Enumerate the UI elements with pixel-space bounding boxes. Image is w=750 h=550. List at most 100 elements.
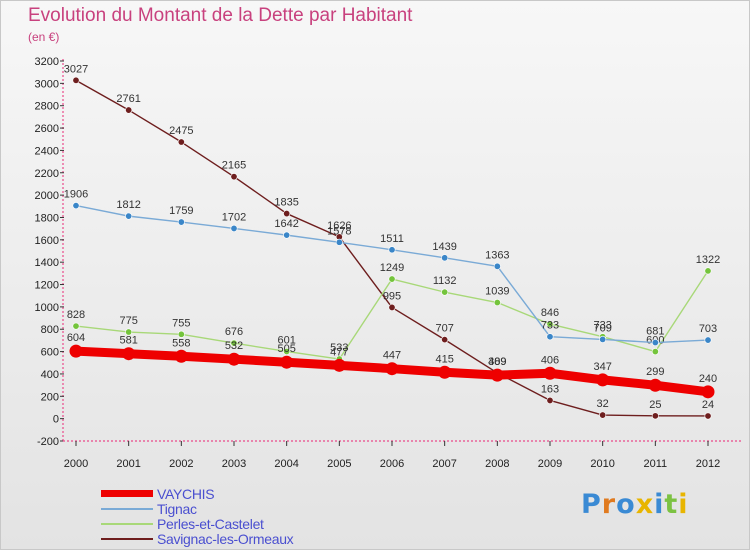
data-point xyxy=(177,330,185,338)
data-point xyxy=(596,373,610,387)
data-point xyxy=(441,254,449,262)
data-point xyxy=(332,358,346,372)
legend-label: Tignac xyxy=(157,500,197,517)
data-label: 676 xyxy=(225,326,243,338)
series-line xyxy=(75,204,709,344)
y-tick-label: 800 xyxy=(41,324,59,336)
data-point xyxy=(490,368,504,382)
data-point xyxy=(227,352,241,366)
legend-swatch xyxy=(101,522,153,525)
data-label: 299 xyxy=(646,366,664,378)
data-label: 775 xyxy=(119,315,137,327)
y-tick-label: 400 xyxy=(41,369,59,381)
y-tick-label: 0 xyxy=(53,414,59,426)
data-label: 406 xyxy=(541,354,559,366)
data-point xyxy=(283,210,291,218)
data-label: 3027 xyxy=(64,63,88,75)
data-label: 1363 xyxy=(485,249,509,261)
data-point xyxy=(651,348,659,356)
legend: VAYCHIS Tignac Perles-et-Castelet Savignac-… xyxy=(101,485,294,547)
data-label: 1132 xyxy=(433,275,457,287)
data-label: 1835 xyxy=(274,197,298,209)
data-point xyxy=(546,320,554,328)
data-label: 1249 xyxy=(380,262,404,274)
data-label: 477 xyxy=(330,346,348,358)
data-point xyxy=(441,336,449,344)
legend-item: VAYCHIS xyxy=(101,485,293,502)
data-point xyxy=(177,138,185,146)
data-label: 558 xyxy=(172,337,190,349)
data-point xyxy=(177,218,185,226)
data-point xyxy=(283,347,291,355)
data-point xyxy=(651,412,659,420)
legend-swatch xyxy=(101,537,153,540)
y-tick-label: 3000 xyxy=(35,78,59,90)
x-tick-label: 2008 xyxy=(485,458,509,470)
data-label: 1322 xyxy=(696,254,720,266)
data-label: 581 xyxy=(119,335,137,347)
data-point xyxy=(230,173,238,181)
data-label: 505 xyxy=(277,343,295,355)
legend-label: Perles-et-Castelet xyxy=(157,515,264,532)
data-label: 601 xyxy=(277,334,295,346)
data-point xyxy=(651,339,659,347)
x-tick-label: 2005 xyxy=(327,458,351,470)
data-point xyxy=(280,355,294,369)
data-point xyxy=(69,344,83,358)
legend-label: VAYCHIS xyxy=(157,485,215,502)
data-point xyxy=(543,366,557,380)
y-tick-label: 200 xyxy=(41,391,59,403)
y-tick-label: 2400 xyxy=(35,145,59,157)
legend-label: Savignac-les-Ormeaux xyxy=(157,530,294,547)
x-tick-label: 2012 xyxy=(696,458,720,470)
series-line xyxy=(75,270,709,360)
data-point xyxy=(388,303,396,311)
legend-swatch xyxy=(101,490,153,497)
data-label: 532 xyxy=(225,340,243,352)
data-label: 25 xyxy=(649,399,661,411)
proxiti-logo: Proxiti xyxy=(581,489,689,520)
data-label: 755 xyxy=(172,317,190,329)
x-tick-label: 2010 xyxy=(590,458,614,470)
x-tick-label: 2006 xyxy=(380,458,404,470)
data-point xyxy=(704,267,712,275)
data-label: 240 xyxy=(699,373,717,385)
data-point xyxy=(125,212,133,220)
legend-item: Perles-et-Castelet xyxy=(101,515,293,532)
data-label: 733 xyxy=(541,320,559,332)
data-label: 703 xyxy=(699,323,717,335)
data-point xyxy=(230,224,238,232)
data-label: 1578 xyxy=(327,225,351,237)
data-label: 707 xyxy=(435,323,453,335)
data-label: 1039 xyxy=(485,286,509,298)
y-tick-label: 2800 xyxy=(35,101,59,113)
y-tick-label: 1000 xyxy=(35,302,59,314)
data-point xyxy=(648,378,662,392)
data-point xyxy=(385,362,399,376)
y-tick-label: 1400 xyxy=(35,257,59,269)
y-tick-label: 2000 xyxy=(35,190,59,202)
x-tick-label: 2007 xyxy=(432,458,456,470)
data-point xyxy=(388,246,396,254)
data-label: 24 xyxy=(702,399,714,411)
data-point xyxy=(701,385,715,399)
data-label: 1642 xyxy=(274,218,298,230)
y-tick-label: 1600 xyxy=(35,235,59,247)
legend-swatch xyxy=(101,507,153,510)
data-point xyxy=(493,262,501,270)
data-label: 1906 xyxy=(64,189,88,201)
x-tick-label: 2001 xyxy=(116,458,140,470)
data-label: 1702 xyxy=(222,211,246,223)
x-tick-label: 2000 xyxy=(64,458,88,470)
data-label: 447 xyxy=(383,350,401,362)
data-label: 1626 xyxy=(327,220,351,232)
x-tick-label: 2002 xyxy=(169,458,193,470)
data-label: 533 xyxy=(330,342,348,354)
data-point xyxy=(72,76,80,84)
data-label: 2475 xyxy=(169,125,193,137)
data-label: 681 xyxy=(646,326,664,338)
y-tick-label: 1800 xyxy=(35,212,59,224)
data-label: 1511 xyxy=(380,233,404,245)
data-point xyxy=(704,336,712,344)
data-label: 1812 xyxy=(116,199,140,211)
